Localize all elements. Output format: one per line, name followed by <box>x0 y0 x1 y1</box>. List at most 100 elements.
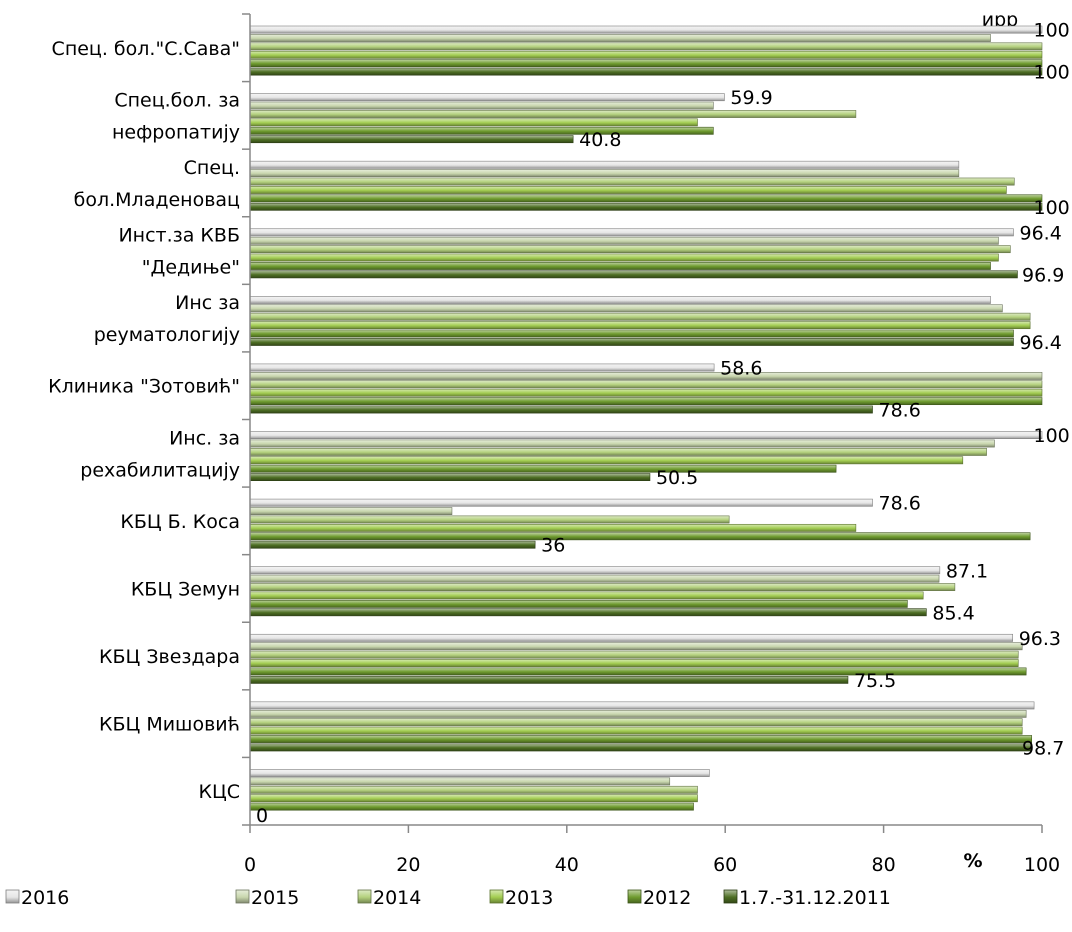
bar-5-3 <box>249 388 1043 397</box>
bar-0-1 <box>249 34 991 42</box>
bar-6-2 <box>249 447 987 456</box>
bar-1-3 <box>249 118 698 127</box>
bar-10-3 <box>249 726 1023 735</box>
category-label: нефропатију <box>112 121 240 143</box>
category-label: КБЦ Земун <box>131 578 240 600</box>
data-labels-group: 100 100 59.9 40.8 100 96.4 96.9 96.4 58.6 78.6 100… <box>256 20 1070 827</box>
data-label: 75.5 <box>854 670 896 692</box>
data-label: 96.4 <box>1019 332 1061 354</box>
category-label: бол.Младеновац <box>74 189 240 211</box>
category-label: КБЦ Б. Коса <box>120 511 240 533</box>
data-label: 85.4 <box>932 602 974 624</box>
bar-11-2 <box>249 785 698 794</box>
bar-8-4 <box>249 599 908 608</box>
bar-2-5 <box>249 202 1043 211</box>
bar-8-0 <box>249 566 941 575</box>
bar-9-1 <box>249 642 1023 651</box>
y-axis-ticks <box>242 13 250 826</box>
bar-4-5 <box>249 338 1014 346</box>
legend-swatch <box>489 889 504 904</box>
x-axis-unit-label: % <box>963 850 982 872</box>
bar-7-5 <box>249 540 536 549</box>
data-label: 58.6 <box>720 358 762 380</box>
bar-3-1 <box>249 236 999 245</box>
bar-7-3 <box>249 523 857 532</box>
bar-2-1 <box>249 169 960 178</box>
x-tick-label: 100 <box>1024 854 1060 876</box>
data-label: 100 <box>1034 62 1070 84</box>
x-tick-label: 20 <box>396 854 420 876</box>
x-tick-label: 40 <box>555 854 579 876</box>
data-label: 59.9 <box>730 87 772 109</box>
category-labels: Спец. бол."С.Сава" Спец.бол. за нефропатиј… <box>48 38 240 803</box>
bar-2-2 <box>249 177 1015 186</box>
bar-2-3 <box>249 186 1007 194</box>
legend-label: 2016 <box>21 887 69 909</box>
bar-3-3 <box>249 253 999 262</box>
bar-5-2 <box>249 380 1043 389</box>
data-label: 96.9 <box>1022 264 1064 286</box>
bar-9-2 <box>249 650 1019 659</box>
bar-6-0 <box>249 431 1043 439</box>
bar-4-3 <box>249 321 1031 330</box>
bar-0-2 <box>249 42 1043 51</box>
bar-0-0 <box>249 25 1043 34</box>
category-label: Спец. <box>184 157 240 179</box>
bar-7-4 <box>249 532 1031 541</box>
data-label: 96.4 <box>1019 222 1061 244</box>
bar-9-3 <box>249 659 1019 667</box>
bar-11-0 <box>249 769 710 777</box>
category-label: КБЦ Звездара <box>99 646 240 668</box>
category-label: Спец.бол. за <box>114 89 240 111</box>
header-fragment: ирр <box>982 9 1018 31</box>
bar-3-0 <box>249 228 1014 237</box>
bar-3-4 <box>249 262 991 270</box>
data-label: 87.1 <box>946 560 988 582</box>
bar-10-4 <box>249 735 1033 743</box>
bar-8-3 <box>249 591 924 600</box>
legend-swatch <box>235 889 250 904</box>
bar-7-2 <box>249 515 730 524</box>
bar-4-0 <box>249 296 991 304</box>
legend-swatch <box>627 889 642 904</box>
legend-label: 2015 <box>251 887 299 909</box>
category-label: Инс за <box>175 292 240 314</box>
bar-0-3 <box>249 50 1043 59</box>
bar-10-5 <box>249 743 1033 752</box>
x-tick-label: 80 <box>872 854 896 876</box>
data-label: 100 <box>1034 425 1070 447</box>
legend-swatch <box>723 889 738 904</box>
bar-7-1 <box>249 507 453 515</box>
bar-10-2 <box>249 718 1023 727</box>
bar-8-1 <box>249 574 940 583</box>
data-label: 36 <box>541 535 565 557</box>
data-label: 78.6 <box>879 493 921 515</box>
legend-label: 2012 <box>643 887 691 909</box>
category-label: Спец. бол."С.Сава" <box>52 38 240 60</box>
data-label: 50.5 <box>656 467 698 489</box>
bar-5-5 <box>249 405 873 414</box>
category-label: Инст.за КВБ <box>118 225 240 247</box>
legend: 2016 2015 2014 2013 2012 1.7.-31.12.2011 <box>5 887 891 909</box>
x-tick-label: 0 <box>244 854 256 876</box>
category-label: КБЦ Мишовић <box>99 714 240 736</box>
bar-6-4 <box>249 464 837 473</box>
bar-4-1 <box>249 304 1003 313</box>
bar-10-0 <box>249 701 1035 710</box>
x-axis-ticks: 0 20 40 60 80 100 <box>244 825 1060 876</box>
bar-1-4 <box>249 126 714 135</box>
bar-0-4 <box>249 59 1043 68</box>
bar-11-4 <box>249 802 694 811</box>
bar-1-0 <box>249 93 725 102</box>
category-label: "Дедиње" <box>142 257 240 279</box>
bar-8-2 <box>249 583 956 591</box>
bar-6-5 <box>249 473 651 481</box>
bar-2-4 <box>249 194 1043 203</box>
bar-4-4 <box>249 329 1014 338</box>
category-label: реуматологију <box>94 324 240 346</box>
bar-4-2 <box>249 312 1031 321</box>
data-label: 78.6 <box>879 400 921 422</box>
legend-swatch <box>357 889 372 904</box>
x-tick-label: 60 <box>713 854 737 876</box>
